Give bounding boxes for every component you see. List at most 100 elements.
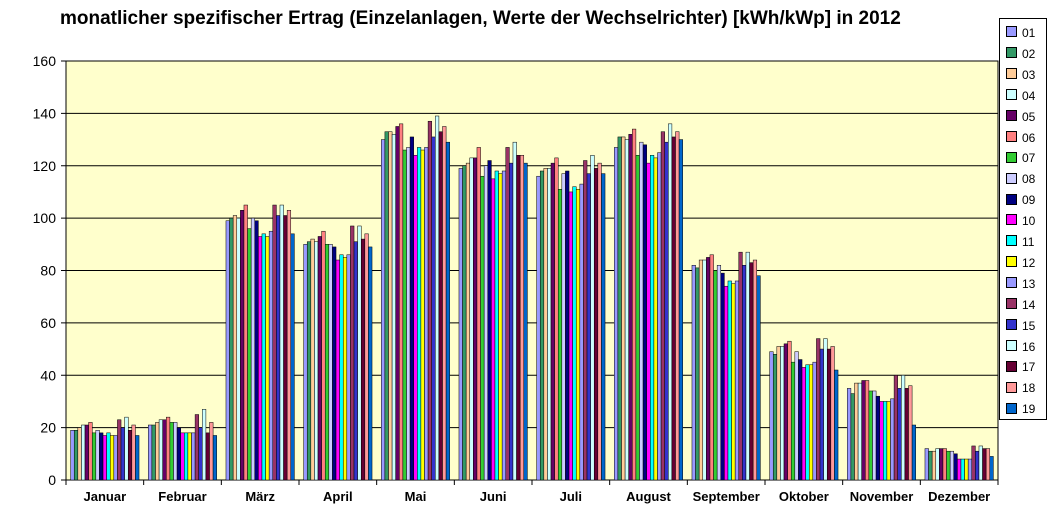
bar-17-September [749,262,754,481]
legend-swatch [1006,235,1017,247]
bar-03-Mai [388,131,393,481]
legend-label: 07 [1022,151,1036,166]
bar-09-Dezember [953,453,958,481]
bar-03-Januar [77,427,82,481]
legend-swatch [1006,109,1017,121]
bar-08-Dezember [949,450,955,481]
legend-label: 12 [1022,255,1036,270]
bar-11-April [339,254,344,481]
bar-05-Februar [162,419,167,481]
legend-item-13: 13 [1006,276,1036,291]
bar-09-Juni [487,160,492,481]
bar-02-Oktober [772,354,778,481]
bar-13-September [734,280,740,481]
y-tick-label: 160 [33,53,57,69]
bar-01-März [225,220,230,481]
bar-11-September [727,280,732,481]
bar-02-Januar [73,429,79,481]
bar-10-Mai [413,155,418,481]
bar-05-März [240,210,245,481]
legend-item-15: 15 [1006,318,1035,332]
bar-16-August [668,123,673,481]
bar-19-Mai [445,141,450,481]
bar-13-Juni [501,170,507,481]
legend-swatch [1006,214,1017,226]
bar-01-September [691,265,696,481]
bar-18-Februar [209,422,214,481]
legend-item-19: 19 [1006,401,1036,417]
bar-12-Juli [575,189,581,481]
bar-11-Januar [106,432,111,481]
legend-swatch [1006,277,1017,289]
bar-12-Juni [498,173,503,481]
legend-swatch [1006,130,1017,142]
bar-11-Dezember [960,458,965,481]
bar-07-Dezember [946,450,951,481]
bar-17-Dezember [982,448,987,481]
x-tick-label: September [693,489,760,504]
bar-18-August [675,131,680,481]
bar-10-September [724,285,729,481]
legend-item-06: 06 [1006,130,1035,144]
bar-06-November [865,380,870,481]
bar-18-Januar [131,424,136,481]
y-tick-label: 60 [40,315,56,331]
bar-17-Mai [438,131,443,481]
legend-item-11: 11 [1006,234,1034,249]
bar-10-November [879,401,884,481]
bar-12-April [342,257,348,481]
bar-08-Mai [406,147,411,481]
bar-02-Dezember [928,450,933,481]
legend-label: 06 [1022,130,1036,145]
bar-14-September [738,251,743,481]
bar-13-Juli [579,183,584,481]
legend-label: 19 [1022,402,1036,417]
bar-17-Februar [205,432,210,481]
legend-swatch [1006,339,1017,351]
bar-06-Juni [476,147,481,481]
bar-14-Februar [194,414,199,481]
bar-05-Juni [473,157,478,481]
bar-09-April [332,246,337,481]
bar-13-Februar [191,432,196,481]
legend-label: 04 [1022,88,1036,103]
bar-08-September [716,265,722,481]
bar-10-Oktober [801,367,806,481]
bar-14-Januar [117,419,122,481]
legend-item-04: 04 [1006,88,1036,103]
bar-03-April [310,238,315,481]
chart-title: monatlicher spezifischer Ertrag (Einzela… [60,8,901,29]
legend-label: 02 [1022,46,1036,61]
bar-04-Februar [158,419,163,481]
x-tick-label: Mai [405,489,427,504]
y-tick-label: 100 [33,210,57,226]
bar-01-Juli [536,175,541,481]
legend-swatch [1006,89,1017,101]
bar-07-Oktober [790,361,796,481]
bar-04-April [314,241,319,481]
bar-08-Februar [173,422,178,481]
bar-16-November [901,375,906,481]
bar-19-April [368,246,373,481]
bar-06-Februar [166,416,171,481]
bar-15-Oktober [819,348,824,481]
bar-12-Januar [109,435,115,481]
bar-08-Juli [561,173,566,481]
bar-18-November [908,385,913,481]
legend-label: 13 [1022,276,1036,291]
bar-10-Februar [180,432,185,481]
bar-10-März [258,236,263,481]
bar-13-November [890,398,895,481]
bar-05-April [317,236,322,481]
bar-05-September [706,257,711,481]
bar-14-Mai [427,120,432,481]
bar-17-Juli [593,168,599,481]
bar-11-Oktober [805,364,810,481]
x-tick-label: Februar [158,489,206,504]
bar-02-September [695,267,700,481]
bar-01-Mai [381,139,386,481]
y-tick-label: 120 [33,158,57,174]
bar-18-Mai [442,126,447,481]
legend-item-07: 07 [1006,150,1036,166]
bar-19-Dezember [989,456,994,481]
